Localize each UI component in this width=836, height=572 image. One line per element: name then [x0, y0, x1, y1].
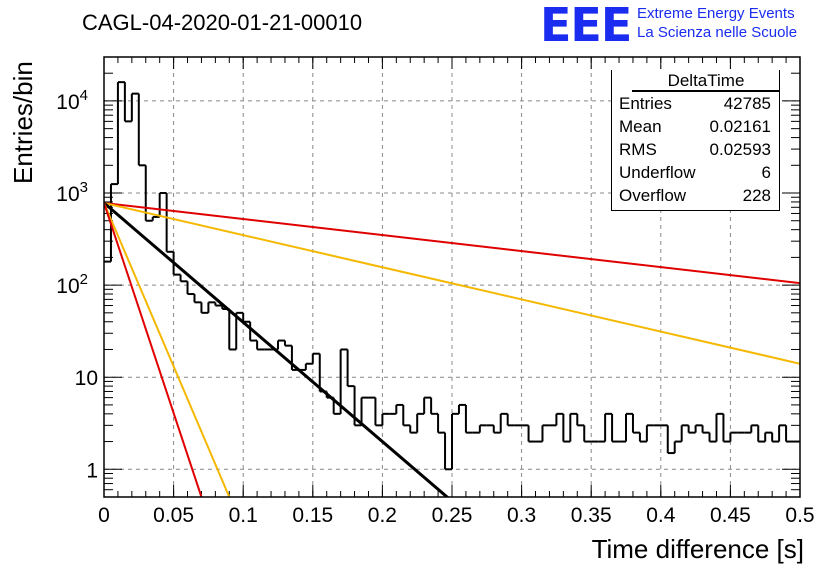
stats-value: 0.02161 [709, 117, 771, 136]
eee-logo: EEE [540, 0, 632, 52]
stats-row-entries: Entries 42785 [612, 92, 779, 115]
stats-value: 228 [742, 186, 771, 205]
y-tick-label: 1 [86, 459, 98, 482]
x-tick-label: 0.15 [292, 504, 333, 527]
stats-row-mean: Mean 0.02161 [612, 115, 779, 138]
chart-title: CAGL-04-2020-01-21-00010 [82, 10, 363, 35]
stats-label: Mean [619, 117, 662, 136]
y-tick-label: 10 [75, 367, 98, 390]
logo-line-1: Extreme Energy Events [637, 5, 795, 22]
stats-value: 6 [761, 163, 771, 182]
plot-frame [103, 56, 801, 498]
stats-row-underflow: Underflow 6 [612, 161, 779, 184]
stats-label: Underflow [619, 163, 696, 182]
fit-line [104, 202, 231, 497]
x-tick-label: 0.4 [646, 504, 676, 527]
logo-line-2: La Scienza nelle Scuole [637, 24, 798, 41]
x-axis-label: Time difference [s] [591, 534, 804, 564]
x-tick-label: 0.25 [432, 504, 473, 527]
x-tick-label: 0.1 [229, 504, 258, 527]
x-tick-label: 0.45 [710, 504, 751, 527]
stats-box: DeltaTime Entries 42785 Mean 0.02161 RMS… [611, 70, 780, 211]
fit-line [104, 201, 800, 365]
fit-line [104, 202, 203, 497]
fit-line [104, 201, 800, 285]
y-tick-label: 103 [56, 179, 88, 206]
stats-label: RMS [619, 140, 657, 159]
y-tick-label: 102 [56, 271, 88, 298]
stats-row-rms: RMS 0.02593 [612, 138, 779, 161]
y-tick-label: 104 [56, 87, 88, 114]
stats-value: 42785 [723, 94, 771, 113]
fit-line [104, 201, 450, 497]
x-tick-label: 0.5 [785, 504, 814, 527]
stats-label: Overflow [619, 186, 687, 205]
x-tick-label: 0 [98, 504, 110, 527]
stats-row-overflow: Overflow 228 [612, 184, 779, 207]
x-tick-label: 0.3 [507, 504, 536, 527]
x-tick-label: 0.2 [368, 504, 397, 527]
x-tick-label: 0.05 [153, 504, 194, 527]
stats-label: Entries [619, 94, 672, 113]
x-tick-label: 0.35 [571, 504, 612, 527]
stats-value: 0.02593 [709, 140, 771, 159]
stats-header: DeltaTime [632, 72, 780, 92]
y-axis-label: Entries/bin [8, 61, 38, 184]
